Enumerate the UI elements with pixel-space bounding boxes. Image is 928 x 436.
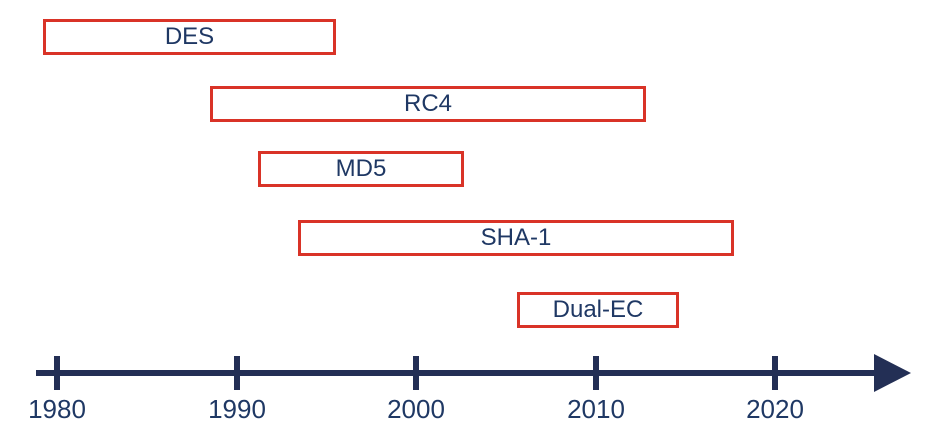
axis-tick-label-1990: 1990 <box>208 394 266 424</box>
timeline-bar-sha-1: SHA-1 <box>298 220 734 256</box>
axis-tick-label-2020: 2020 <box>746 394 804 424</box>
timeline-bar-dual-ec: Dual-EC <box>517 292 679 328</box>
axis-tick-label-2010: 2010 <box>567 394 625 424</box>
axis-tick-2020 <box>772 356 778 390</box>
axis-tick-2010 <box>593 356 599 390</box>
axis-arrowhead-icon <box>874 354 911 392</box>
bar-label: Dual-EC <box>552 296 644 323</box>
bar-label: MD5 <box>335 155 387 182</box>
timeline-bar-rc4: RC4 <box>210 86 646 122</box>
axis-tick-1990 <box>234 356 240 390</box>
axis-tick-2000 <box>413 356 419 390</box>
axis-tick-1980 <box>54 356 60 390</box>
axis-tick-label-2000: 2000 <box>387 394 445 424</box>
timeline-axis-line <box>36 370 877 376</box>
bar-label: DES <box>164 23 215 50</box>
axis-tick-label-1980: 1980 <box>28 394 86 424</box>
bar-label: SHA-1 <box>480 224 552 251</box>
timeline-bar-md5: MD5 <box>258 151 464 187</box>
bar-label: RC4 <box>403 90 452 117</box>
timeline-bar-des: DES <box>43 19 336 55</box>
